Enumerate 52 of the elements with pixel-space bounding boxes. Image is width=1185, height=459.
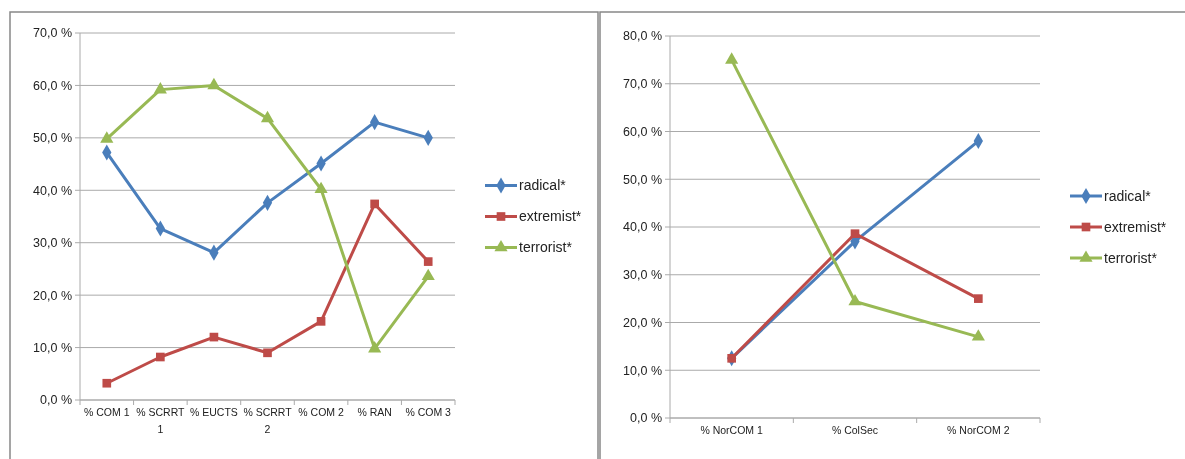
point	[421, 268, 435, 281]
y-tick-label: 0,0 %	[40, 393, 72, 408]
x-tick-label: % SCRRT 1	[136, 406, 186, 435]
y-tick-label: 30,0 %	[33, 236, 72, 251]
y-tick-label: 80,0 %	[623, 29, 662, 44]
x-tick-label: % EUCTS	[190, 406, 238, 418]
x-tick-label: % RAN	[357, 406, 392, 418]
y-tick-label: 70,0 %	[623, 77, 662, 92]
point	[850, 229, 860, 239]
y-tick-label: 20,0 %	[33, 288, 72, 303]
legend-label: radical*	[519, 177, 567, 194]
point	[100, 131, 114, 143]
point	[102, 378, 112, 388]
legend-label: extremist*	[1104, 218, 1167, 235]
point	[368, 341, 382, 353]
x-tick-label: % NorCOM 1	[700, 424, 764, 436]
y-tick-label: 70,0 %	[33, 26, 72, 41]
legend-label: extremist*	[519, 208, 582, 225]
point	[316, 317, 326, 326]
y-tick-label: 30,0 %	[623, 268, 662, 283]
x-tick-label: % COM 1	[84, 406, 130, 418]
point	[848, 293, 862, 306]
x-tick-label: % COM 2	[298, 406, 344, 418]
point	[263, 348, 272, 358]
x-tick-label: % ColSec	[831, 424, 879, 436]
point	[314, 181, 328, 194]
point	[260, 110, 275, 123]
y-tick-label: 50,0 %	[33, 131, 72, 146]
point	[725, 52, 739, 64]
legend-label: radical*	[1104, 187, 1152, 204]
y-tick-label: 0,0 %	[630, 411, 662, 426]
point	[974, 294, 983, 303]
x-tick-label: % COM 3	[405, 406, 452, 418]
point	[971, 329, 985, 341]
y-tick-label: 20,0 %	[623, 315, 662, 330]
point	[207, 77, 221, 90]
x-tick-label: % SCRRT 2	[243, 406, 293, 435]
y-tick-label: 10,0 %	[33, 340, 72, 355]
point	[156, 352, 165, 362]
point	[727, 353, 736, 363]
legend-label: terrorist*	[519, 239, 573, 256]
y-tick-label: 40,0 %	[623, 220, 662, 235]
y-tick-label: 50,0 %	[623, 172, 662, 187]
point	[423, 257, 433, 266]
point	[153, 82, 167, 94]
y-tick-label: 60,0 %	[623, 124, 662, 139]
point	[370, 199, 379, 209]
y-tick-label: 10,0 %	[623, 363, 662, 378]
legend-label: terrorist*	[1104, 249, 1158, 266]
y-tick-label: 60,0 %	[33, 78, 72, 93]
y-tick-label: 40,0 %	[33, 183, 72, 198]
x-tick-label: % NorCOM 2	[947, 424, 1010, 436]
